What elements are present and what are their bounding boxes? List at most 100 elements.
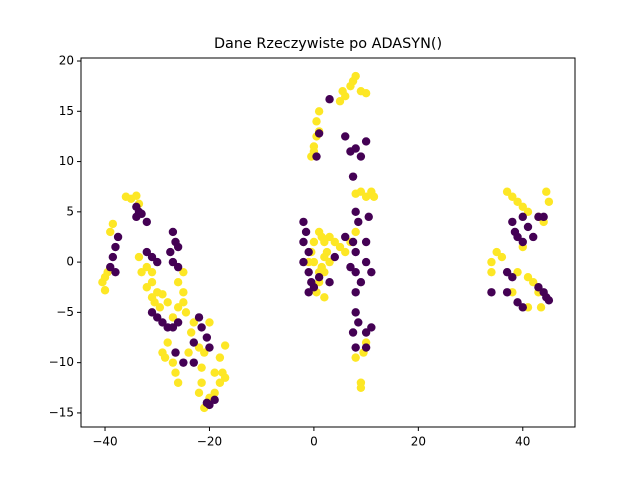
point — [158, 290, 167, 299]
point — [314, 272, 324, 282]
point — [523, 272, 533, 282]
point — [544, 197, 554, 206]
point — [518, 303, 527, 312]
point — [168, 323, 178, 332]
point — [200, 348, 209, 357]
point — [325, 232, 334, 242]
point — [341, 132, 350, 141]
point — [317, 262, 326, 272]
y-tick-label: −10 — [49, 355, 74, 369]
point — [513, 298, 522, 307]
point — [361, 328, 371, 337]
point — [309, 237, 319, 247]
point — [142, 247, 151, 257]
point — [351, 247, 360, 257]
point — [534, 283, 543, 292]
point — [301, 227, 311, 237]
point — [197, 378, 206, 387]
point — [304, 247, 313, 257]
point — [194, 343, 204, 352]
point — [346, 262, 355, 272]
point — [173, 242, 183, 252]
point — [160, 353, 170, 362]
point — [351, 353, 360, 362]
point — [189, 318, 198, 327]
point — [354, 217, 363, 227]
point — [502, 288, 512, 297]
point — [194, 388, 204, 398]
point — [220, 373, 230, 382]
point — [166, 247, 175, 257]
point — [215, 378, 225, 387]
point — [202, 333, 212, 342]
point — [173, 303, 183, 312]
point — [106, 227, 115, 237]
point — [361, 137, 371, 146]
point — [508, 217, 517, 227]
point — [348, 328, 358, 337]
points — [98, 71, 554, 413]
plot-frame — [80, 57, 576, 428]
point — [220, 341, 230, 350]
y-tick-label: 5 — [66, 204, 74, 218]
point — [351, 343, 360, 352]
point — [304, 288, 313, 297]
point — [150, 298, 159, 307]
point — [320, 252, 329, 262]
point — [325, 257, 334, 267]
point — [171, 368, 180, 377]
point — [132, 212, 141, 222]
point — [168, 358, 178, 367]
point — [184, 348, 193, 357]
point — [210, 395, 219, 405]
chart-title: Dane Rzeczywiste po ADASYN() — [214, 36, 442, 52]
point — [205, 343, 214, 352]
point — [536, 303, 546, 312]
point — [356, 187, 366, 196]
point — [487, 288, 496, 297]
point — [351, 227, 360, 237]
point — [539, 212, 548, 222]
point — [508, 272, 517, 282]
point — [312, 117, 321, 126]
point — [179, 298, 188, 307]
x-tick-label: 40 — [515, 435, 530, 449]
point — [356, 278, 366, 287]
point — [189, 358, 198, 367]
point — [325, 278, 334, 287]
point — [108, 219, 118, 229]
point — [173, 318, 183, 327]
point — [100, 286, 110, 295]
point — [330, 252, 339, 262]
point — [153, 257, 162, 267]
point — [153, 313, 162, 322]
point — [168, 257, 178, 267]
point — [142, 217, 151, 227]
point — [487, 257, 496, 267]
point — [348, 76, 358, 86]
point — [147, 267, 157, 277]
point — [299, 237, 308, 247]
point — [171, 348, 180, 357]
point — [210, 388, 219, 398]
point — [361, 192, 371, 201]
point — [502, 267, 512, 277]
point — [108, 252, 118, 262]
point — [351, 288, 360, 297]
point — [314, 107, 324, 116]
point — [529, 278, 538, 287]
point — [179, 288, 188, 297]
point — [351, 267, 360, 277]
point — [205, 400, 214, 410]
point — [173, 262, 183, 272]
point — [181, 308, 191, 317]
point — [542, 187, 551, 196]
point — [189, 338, 198, 347]
point — [168, 313, 178, 322]
point — [155, 303, 165, 312]
point — [309, 257, 319, 267]
y-tick-label: 0 — [66, 255, 74, 269]
x-tick-label: −40 — [92, 435, 117, 449]
y-tick-label: 15 — [59, 104, 74, 118]
point — [111, 267, 120, 277]
